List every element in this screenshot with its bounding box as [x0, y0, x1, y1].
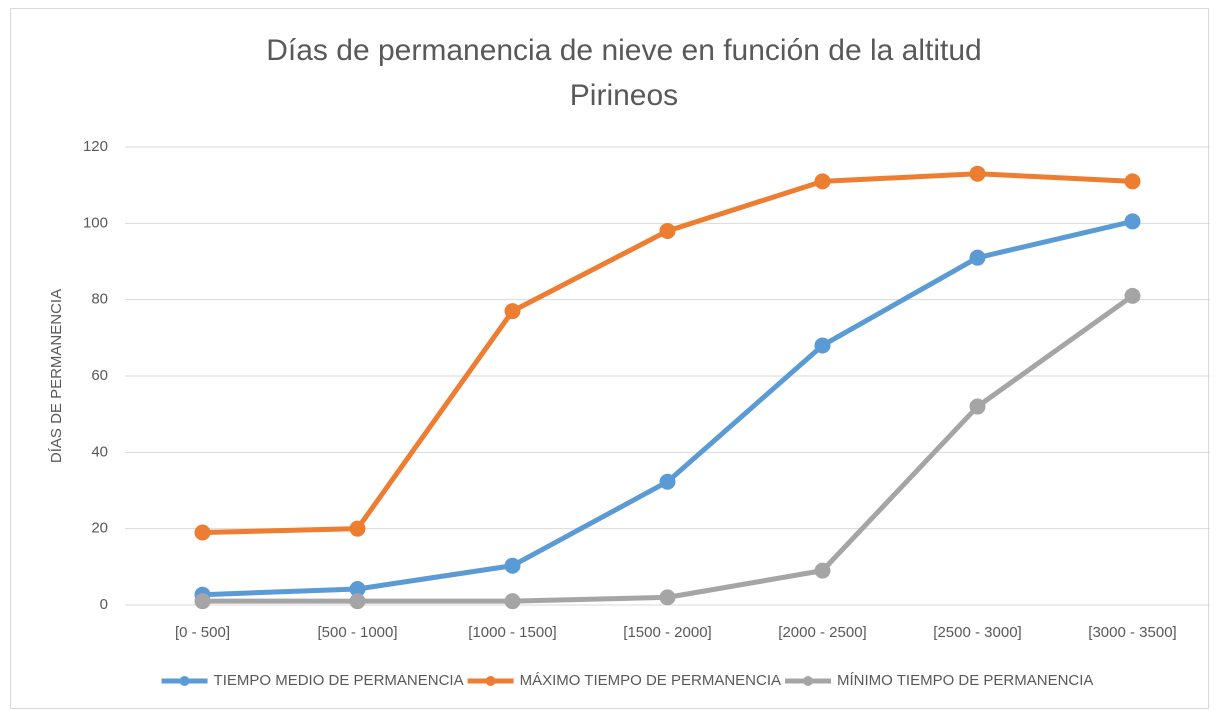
series-marker: [349, 520, 366, 537]
y-tick-label: 20: [91, 520, 108, 537]
chart-frame: [10, 8, 1209, 709]
series-marker: [1124, 287, 1141, 304]
x-tick-label: [1500 - 2000]: [623, 624, 711, 641]
series-marker: [349, 593, 366, 610]
series-marker: [659, 589, 676, 606]
y-tick-label: 120: [83, 138, 108, 155]
series-marker: [504, 593, 521, 610]
chart-subtitle: Pirineos: [570, 79, 678, 112]
y-axis-label: DÍAS DE PERMANENCIA: [48, 289, 65, 463]
series-marker: [969, 398, 986, 415]
x-tick-label: [1000 - 1500]: [468, 624, 556, 641]
y-tick-label: 100: [83, 214, 108, 231]
legend-label: MÁXIMO TIEMPO DE PERMANENCIA: [520, 672, 781, 689]
x-tick-label: [3000 - 3500]: [1088, 624, 1176, 641]
series-marker: [504, 557, 521, 574]
x-tick-label: [500 - 1000]: [317, 624, 397, 641]
series-marker: [969, 165, 986, 182]
legend-label: TIEMPO MEDIO DE PERMANENCIA: [214, 672, 464, 689]
x-tick-label: [0 - 500]: [175, 624, 230, 641]
series-marker: [349, 580, 366, 597]
series-marker: [194, 593, 211, 610]
series-marker: [1124, 213, 1141, 230]
legend-label: MÍNIMO TIEMPO DE PERMANENCIA: [837, 672, 1093, 689]
series-marker: [659, 222, 676, 239]
y-tick-label: 60: [91, 367, 108, 384]
series-marker: [814, 337, 831, 354]
series-marker: [1124, 173, 1141, 190]
x-tick-label: [2500 - 3000]: [933, 624, 1021, 641]
y-tick-label: 40: [91, 443, 108, 460]
series-marker: [504, 303, 521, 320]
series-marker: [814, 562, 831, 579]
series-marker: [814, 173, 831, 190]
legend-marker: [179, 676, 190, 686]
series-marker: [969, 249, 986, 266]
y-tick-label: 0: [100, 596, 108, 613]
series-marker: [194, 524, 211, 541]
y-tick-label: 80: [91, 291, 108, 308]
legend-marker: [803, 676, 814, 686]
series-marker: [659, 473, 676, 490]
legend-marker: [485, 676, 496, 686]
chart-title: Días de permanencia de nieve en función …: [266, 34, 981, 67]
x-tick-label: [2000 - 2500]: [778, 624, 866, 641]
